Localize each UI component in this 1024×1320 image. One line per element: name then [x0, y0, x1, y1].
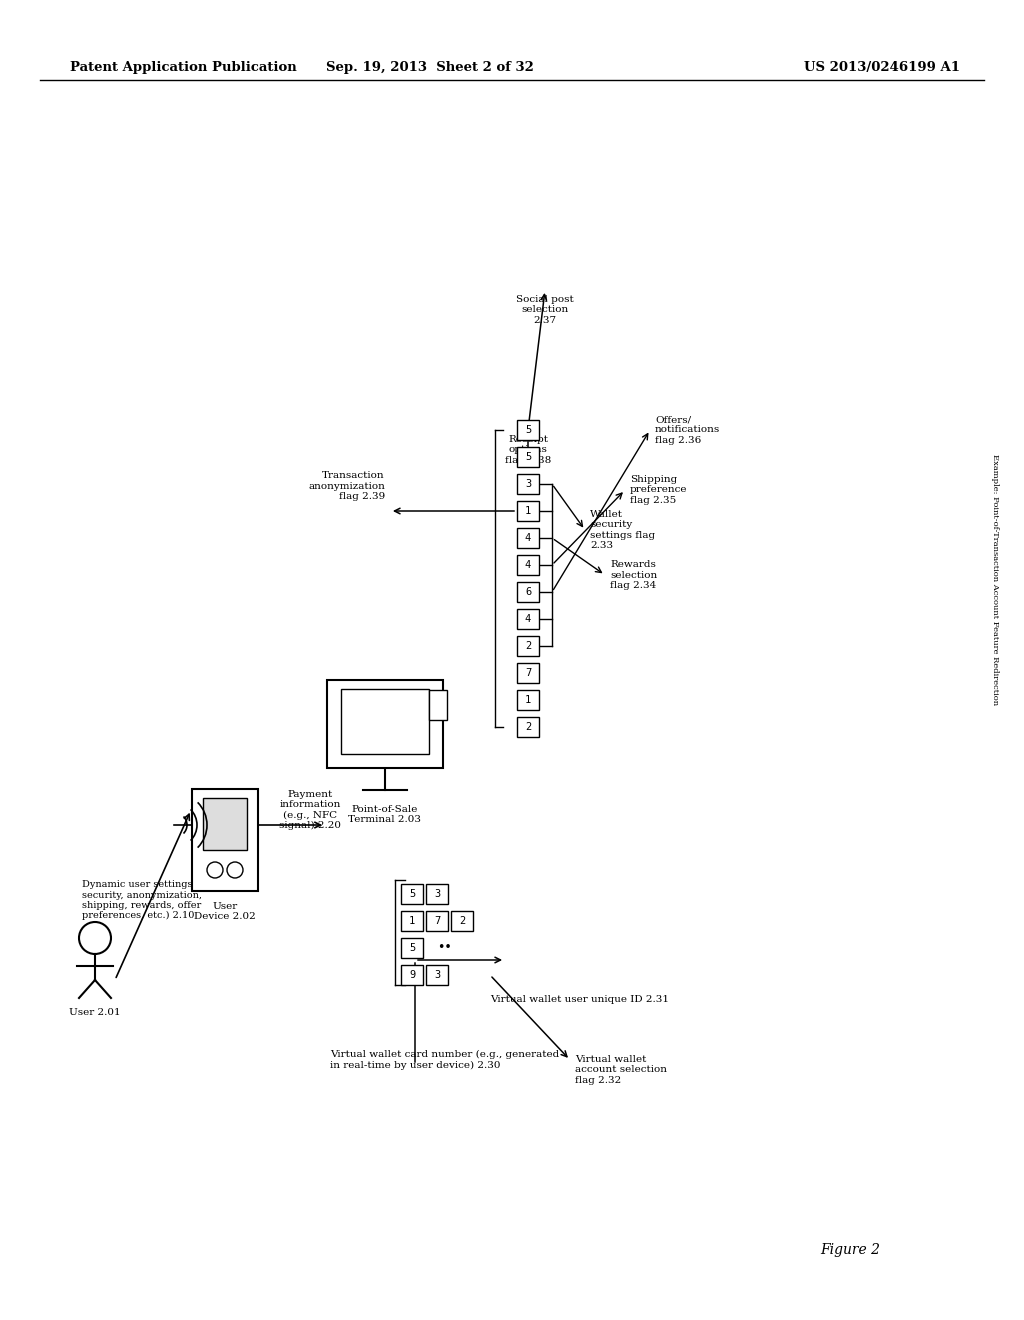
Text: 2: 2: [459, 916, 465, 927]
Text: Virtual wallet user unique ID 2.31: Virtual wallet user unique ID 2.31: [490, 995, 669, 1005]
Bar: [517, 690, 539, 710]
Text: 5: 5: [525, 451, 531, 462]
Text: Social post
selection
2.37: Social post selection 2.37: [516, 294, 573, 325]
Text: Figure 2: Figure 2: [820, 1243, 880, 1257]
Text: 9: 9: [409, 970, 415, 979]
Bar: [517, 528, 539, 548]
Bar: [203, 799, 247, 850]
Bar: [426, 911, 449, 931]
Bar: [517, 474, 539, 494]
Bar: [401, 939, 423, 958]
Bar: [517, 420, 539, 440]
Text: 2: 2: [525, 642, 531, 651]
Bar: [401, 911, 423, 931]
Text: User
Device 2.02: User Device 2.02: [195, 902, 256, 921]
Text: User 2.01: User 2.01: [70, 1008, 121, 1016]
Text: 3: 3: [434, 970, 440, 979]
Text: 5: 5: [409, 888, 415, 899]
Bar: [451, 911, 473, 931]
Bar: [401, 884, 423, 904]
Bar: [517, 717, 539, 737]
Text: Sep. 19, 2013  Sheet 2 of 32: Sep. 19, 2013 Sheet 2 of 32: [326, 62, 534, 74]
Bar: [517, 609, 539, 630]
Bar: [341, 689, 429, 754]
Text: Shipping
preference
flag 2.35: Shipping preference flag 2.35: [630, 475, 687, 504]
Text: 3: 3: [434, 888, 440, 899]
Bar: [426, 965, 449, 985]
Text: 6: 6: [525, 587, 531, 597]
Text: 1: 1: [525, 696, 531, 705]
Bar: [426, 884, 449, 904]
Text: 1: 1: [409, 916, 415, 927]
Bar: [517, 554, 539, 576]
FancyBboxPatch shape: [193, 789, 258, 891]
Text: 7: 7: [525, 668, 531, 678]
Bar: [401, 965, 423, 985]
Text: 5: 5: [525, 425, 531, 436]
Text: Transaction
anonymization
flag 2.39: Transaction anonymization flag 2.39: [308, 471, 385, 502]
Text: 2: 2: [525, 722, 531, 733]
Bar: [517, 582, 539, 602]
Bar: [429, 690, 447, 719]
Text: Receipt
options
flag 2.38: Receipt options flag 2.38: [505, 436, 551, 465]
Text: Dynamic user settings (e.g.,
security, anonymization,
shipping, rewards, offer
p: Dynamic user settings (e.g., security, a…: [82, 880, 221, 920]
Text: 5: 5: [409, 942, 415, 953]
Bar: [517, 663, 539, 682]
Text: Point-of-Sale
Terminal 2.03: Point-of-Sale Terminal 2.03: [348, 805, 422, 825]
Text: 4: 4: [525, 614, 531, 624]
Text: Rewards
selection
flag 2.34: Rewards selection flag 2.34: [610, 560, 657, 590]
Text: Wallet
security
settings flag
2.33: Wallet security settings flag 2.33: [590, 510, 655, 550]
Text: 4: 4: [525, 560, 531, 570]
Text: 4: 4: [525, 533, 531, 543]
Text: 3: 3: [525, 479, 531, 488]
Text: 7: 7: [434, 916, 440, 927]
Text: Payment
information
(e.g., NFC
signal) 2.20: Payment information (e.g., NFC signal) 2…: [279, 789, 341, 830]
Bar: [517, 502, 539, 521]
Bar: [327, 680, 443, 768]
Text: 1: 1: [525, 506, 531, 516]
Text: Patent Application Publication: Patent Application Publication: [70, 62, 297, 74]
Text: Virtual wallet card number (e.g., generated
in real-time by user device) 2.30: Virtual wallet card number (e.g., genera…: [330, 1051, 559, 1069]
Text: US 2013/0246199 A1: US 2013/0246199 A1: [804, 62, 961, 74]
Bar: [517, 447, 539, 467]
Text: ••: ••: [437, 941, 452, 954]
Text: Offers/
notifications
flag 2.36: Offers/ notifications flag 2.36: [655, 414, 720, 445]
Text: Example: Point-of-Transaction Account Feature Redirection: Example: Point-of-Transaction Account Fe…: [991, 454, 999, 706]
Bar: [517, 636, 539, 656]
Text: Virtual wallet
account selection
flag 2.32: Virtual wallet account selection flag 2.…: [575, 1055, 667, 1085]
